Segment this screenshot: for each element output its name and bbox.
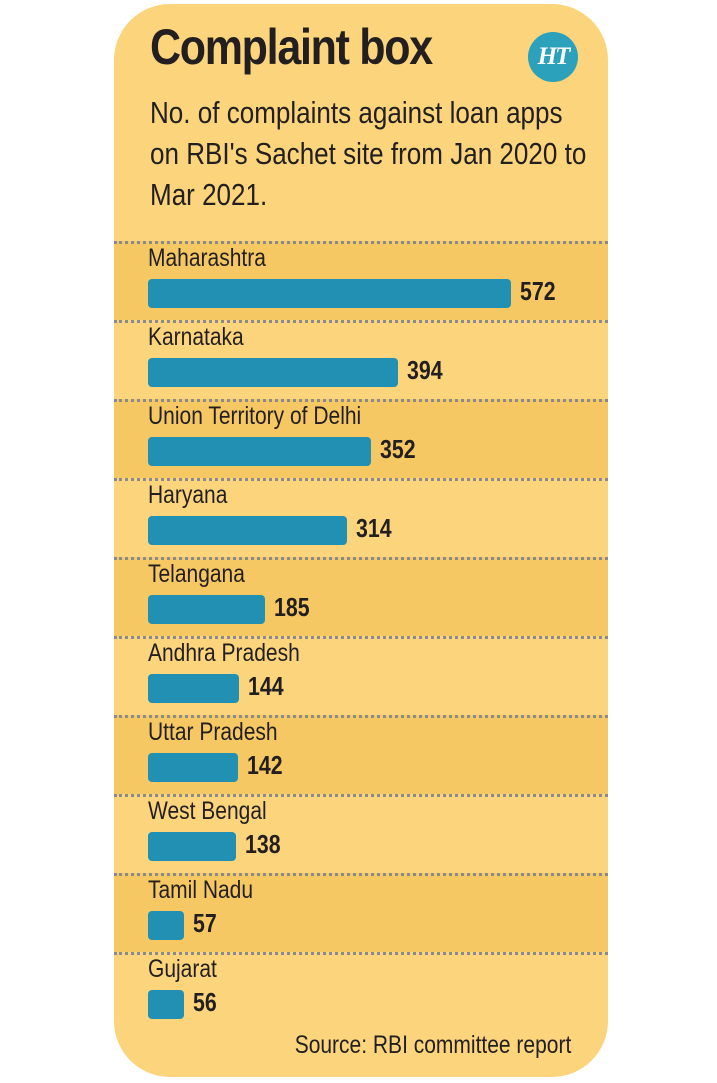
category-label: West Bengal: [148, 797, 267, 825]
category-label: Union Territory of Delhi: [148, 402, 362, 430]
category-label: Karnataka: [148, 323, 244, 351]
category-label: Andhra Pradesh: [148, 639, 300, 667]
value-label: 144: [248, 671, 284, 701]
bar-row: West Bengal 138: [114, 794, 608, 873]
bar: [148, 516, 347, 545]
category-label: Maharashtra: [148, 244, 266, 272]
value-label: 56: [193, 987, 217, 1017]
bar: [148, 437, 371, 466]
category-label: Telangana: [148, 560, 245, 588]
category-label: Uttar Pradesh: [148, 718, 278, 746]
bar-chart: Maharashtra 572 Karnataka 394 Union Territor…: [114, 4, 608, 1077]
bar-row: Telangana 185: [114, 557, 608, 636]
row-separator: [114, 794, 608, 797]
category-label: Haryana: [148, 481, 228, 509]
value-label: 352: [380, 434, 416, 464]
ht-logo: HT: [528, 32, 578, 82]
bar: [148, 674, 239, 703]
value-label: 394: [407, 355, 443, 385]
row-separator: [114, 873, 608, 876]
bar-row: Andhra Pradesh 144: [114, 636, 608, 715]
source-note: Source: RBI committee report: [294, 1031, 571, 1059]
chart-subtitle: No. of complaints against loan apps on R…: [150, 95, 587, 212]
bar: [148, 911, 184, 940]
row-separator: [114, 636, 608, 639]
row-separator: [114, 320, 608, 323]
bar-row: Uttar Pradesh 142: [114, 715, 608, 794]
bar-row: Haryana 314: [114, 478, 608, 557]
chart-card: Complaint box HT No. of complaints again…: [114, 4, 608, 1077]
chart-title: Complaint box: [150, 19, 433, 75]
bar-row: Union Territory of Delhi 352: [114, 399, 608, 478]
category-label: Gujarat: [148, 955, 217, 983]
value-label: 314: [356, 513, 392, 543]
bar: [148, 753, 238, 782]
bar: [148, 595, 265, 624]
bar: [148, 832, 236, 861]
bar-row: Karnataka 394: [114, 320, 608, 399]
bar: [148, 990, 184, 1019]
bar: [148, 358, 398, 387]
bar-row: Tamil Nadu 57: [114, 873, 608, 952]
value-label: 57: [193, 908, 217, 938]
row-separator: [114, 715, 608, 718]
row-separator: [114, 241, 608, 244]
row-separator: [114, 952, 608, 955]
row-band: [114, 873, 608, 952]
value-label: 185: [274, 592, 310, 622]
bar-row: Gujarat 56: [114, 952, 608, 1031]
bar-row: Maharashtra 572: [114, 241, 608, 320]
value-label: 142: [247, 750, 283, 780]
row-separator: [114, 399, 608, 402]
category-label: Tamil Nadu: [148, 876, 254, 904]
row-separator: [114, 478, 608, 481]
value-label: 138: [245, 829, 281, 859]
bar: [148, 279, 511, 308]
row-separator: [114, 557, 608, 560]
value-label: 572: [520, 276, 556, 306]
